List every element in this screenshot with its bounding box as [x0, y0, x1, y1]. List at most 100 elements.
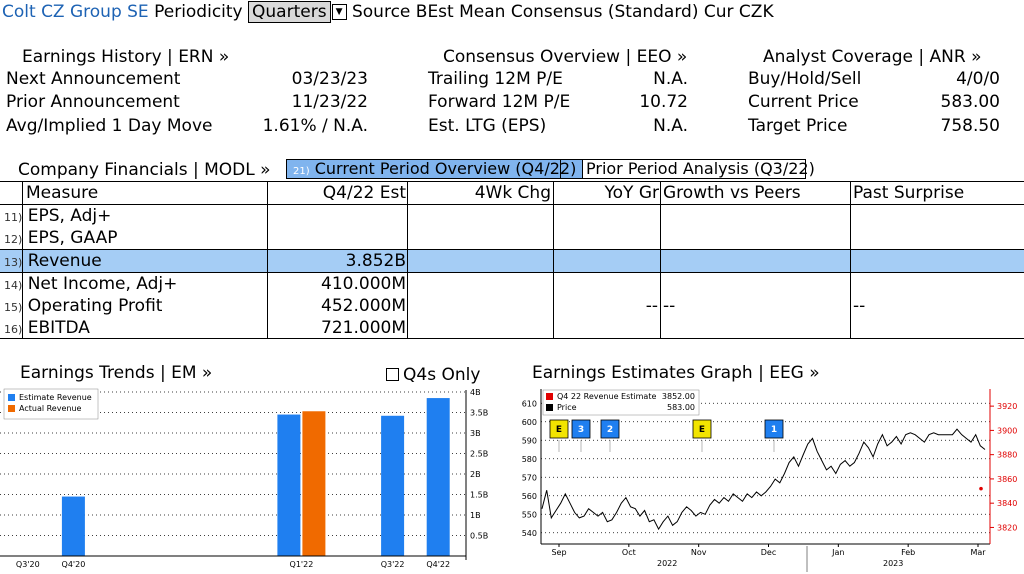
right-tick-label: 3860 — [997, 475, 1017, 484]
q4-only-toggle[interactable]: Q4s Only — [386, 364, 480, 386]
left-tick-label: 550 — [522, 510, 537, 519]
yoy-dash: -- — [645, 296, 658, 316]
row-measure: Revenue — [27, 251, 102, 271]
x-tick-label: Q4'22 — [426, 560, 450, 569]
x-tick-label: Sep — [551, 548, 566, 557]
legend-revenue-value: 3852.00 — [662, 392, 695, 401]
row-number: 16) — [4, 323, 23, 336]
selected-row-highlight — [0, 249, 1024, 272]
year-label: 2023 — [883, 559, 903, 568]
legend-swatch-estimate — [8, 394, 15, 401]
currency-value[interactable]: CZK — [738, 2, 774, 22]
earnings-trends-title[interactable]: Earnings Trends | EM » — [20, 363, 213, 383]
chevron-down-icon[interactable]: ▼ — [331, 4, 347, 20]
x-tick-label: Q3'20 — [16, 560, 40, 569]
periodicity-dropdown[interactable]: Quarters ▼ — [248, 1, 347, 23]
company-financials-title[interactable]: Company Financials | MODL » — [18, 160, 271, 180]
row-measure: EPS, Adj+ — [27, 206, 112, 226]
right-tick-label: 3920 — [997, 402, 1017, 411]
est-ltg-value: N.A. — [653, 116, 688, 136]
tab-number: 21) — [293, 166, 310, 177]
col-divider — [267, 182, 268, 338]
financials-table: Measure Q4/22 Est 4Wk Chg YoY Gr Growth … — [0, 181, 1024, 339]
legend-swatch-price — [546, 404, 553, 411]
next-announcement-value: 03/23/23 — [291, 69, 368, 89]
col-header-estimate[interactable]: Q4/22 Est — [322, 183, 406, 203]
price-line — [541, 428, 986, 531]
marker-label: 3 — [578, 425, 584, 435]
legend-revenue-label: Q4 22 Revenue Estimate — [557, 392, 656, 401]
marker-label: 2 — [607, 425, 613, 435]
row-measure: EPS, GAAP — [27, 228, 118, 248]
analyst-coverage-title[interactable]: Analyst Coverage | ANR » — [763, 47, 982, 67]
x-tick-label: Q1'22 — [290, 560, 314, 569]
revenue-estimate-point — [979, 486, 983, 491]
peers-dash: -- — [663, 296, 676, 316]
source-value[interactable]: BEst Mean Consensus (Standard) — [415, 2, 699, 22]
event-markers: E 3 2 E 1 — [549, 419, 784, 452]
marker-label: 1 — [771, 425, 777, 435]
x-tick-label: Nov — [691, 548, 707, 557]
left-tick-label: 610 — [522, 399, 537, 408]
col-divider — [22, 182, 23, 338]
legend-price-value: 583.00 — [667, 403, 695, 412]
periodicity-value[interactable]: Quarters — [248, 1, 331, 23]
col-divider — [660, 182, 661, 338]
current-price-label: Current Price — [748, 92, 859, 112]
y-tick-label: 4B — [470, 388, 481, 397]
trailing-pe-label: Trailing 12M P/E — [428, 69, 563, 89]
col-header-past-surprise[interactable]: Past Surprise — [853, 183, 965, 203]
table-row[interactable]: 16) EBITDA — [4, 317, 90, 339]
right-axis-ticks: 3820 3840 3860 3880 3900 3920 — [990, 402, 1017, 532]
currency-label: Cur — [703, 2, 734, 22]
tab-prior-period[interactable]: Prior Period Analysis (Q3/22) — [560, 159, 815, 179]
table-row[interactable]: 13) Revenue — [4, 250, 102, 272]
x-tick-label: Oct — [622, 548, 636, 557]
marker-label: E — [699, 425, 705, 435]
table-row[interactable]: 14) Net Income, Adj+ — [4, 273, 177, 295]
prior-announcement-value: 11/23/22 — [291, 92, 368, 112]
x-tick-label: Jan — [831, 548, 844, 557]
marker-label: E — [556, 425, 562, 435]
ebitda-estimate: 721.000M — [321, 318, 406, 338]
legend-actual-label: Actual Revenue — [19, 404, 82, 413]
bar-estimate — [381, 415, 405, 556]
col-header-growth-vs-peers[interactable]: Growth vs Peers — [663, 183, 801, 203]
legend-price-label: Price — [557, 403, 577, 412]
legend-box — [542, 389, 700, 416]
row-measure: EBITDA — [27, 318, 90, 338]
x-axis-ticks: Sep Oct Nov Dec Jan Feb Mar — [551, 544, 986, 557]
y-tick-label: 2.5B — [470, 450, 488, 459]
day-move-label: Avg/Implied 1 Day Move — [6, 116, 213, 136]
estimates-graph-title[interactable]: Earnings Estimates Graph | EEG » — [532, 363, 820, 383]
target-price-label: Target Price — [748, 116, 848, 136]
current-price-value: 583.00 — [940, 92, 1000, 112]
consensus-overview-title[interactable]: Consensus Overview | EEO » — [443, 47, 688, 67]
col-header-measure[interactable]: Measure — [26, 183, 99, 203]
bar-estimate — [61, 496, 85, 556]
col-header-4wk-chg[interactable]: 4Wk Chg — [474, 183, 551, 203]
col-divider — [407, 182, 408, 338]
earnings-history-title[interactable]: Earnings History | ERN » — [22, 47, 230, 67]
right-tick-label: 3900 — [997, 426, 1017, 435]
source-label: Source — [351, 2, 411, 22]
marker-box — [571, 419, 591, 439]
tab-current-period[interactable]: 21) Current Period Overview (Q4/22) — [286, 159, 584, 179]
header-divider — [0, 204, 1024, 205]
legend-swatch-actual — [8, 405, 15, 412]
year-label: 2022 — [657, 559, 677, 568]
next-announcement-label: Next Announcement — [6, 69, 181, 89]
company-name-link[interactable]: Colt CZ Group SE — [2, 2, 149, 22]
table-row[interactable]: 12) EPS, GAAP — [4, 227, 117, 249]
table-row[interactable]: 11) EPS, Adj+ — [4, 205, 111, 227]
right-tick-label: 3820 — [997, 523, 1017, 532]
tab-current-period-label: Current Period Overview (Q4/22) — [314, 159, 577, 178]
operating-profit-estimate: 452.000M — [321, 296, 406, 316]
legend-swatch-revenue — [546, 393, 553, 400]
target-price-value: 758.50 — [940, 116, 1000, 136]
x-axis-ticks: Q3'20 Q4'20 Q1'22 Q3'22 Q4'22 — [16, 560, 450, 569]
bar-estimate — [277, 414, 301, 556]
col-header-yoy-gr[interactable]: YoY Gr — [604, 183, 659, 203]
checkbox-icon[interactable] — [386, 368, 399, 381]
table-row[interactable]: 15) Operating Profit — [4, 295, 162, 317]
